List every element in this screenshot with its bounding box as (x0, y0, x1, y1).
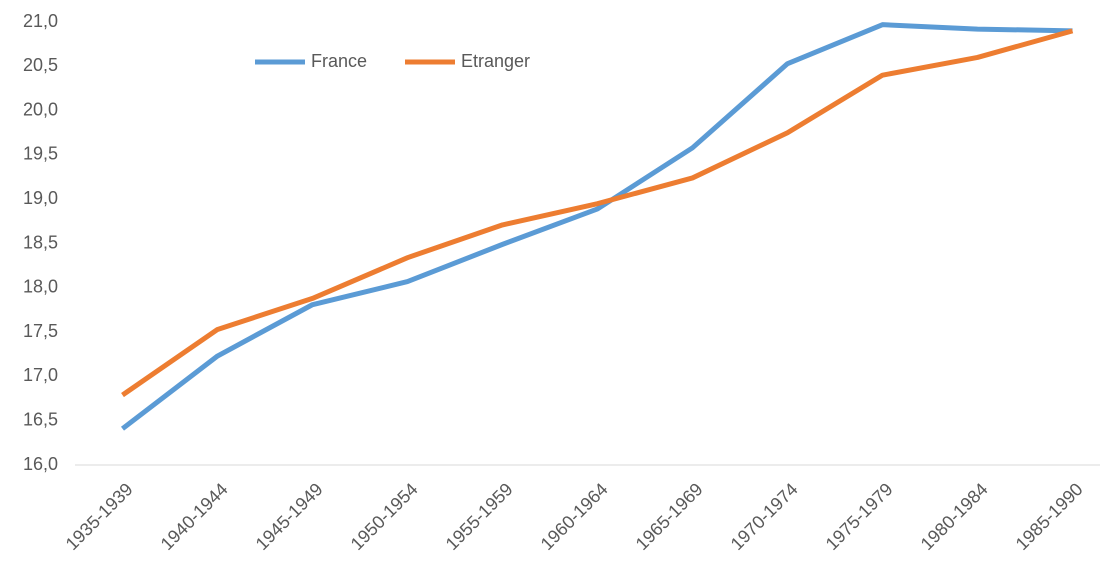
y-tick-label: 19,0 (23, 188, 58, 208)
y-tick-label: 19,5 (23, 144, 58, 164)
x-tick-label: 1970-1974 (727, 479, 802, 554)
x-tick-label: 1965-1969 (632, 479, 707, 554)
y-tick-label: 16,0 (23, 454, 58, 474)
y-tick-label: 21,0 (23, 11, 58, 31)
x-tick-label: 1975-1979 (822, 479, 897, 554)
line-series (120, 22, 1073, 431)
legend-label: Etranger (461, 51, 530, 71)
y-tick-label: 17,5 (23, 321, 58, 341)
y-tick-label: 20,0 (23, 99, 58, 119)
y-tick-label: 20,5 (23, 55, 58, 75)
y-tick-label: 16,5 (23, 409, 58, 429)
x-tick-label: 1940-1944 (157, 479, 232, 554)
y-tick-label: 18,5 (23, 232, 58, 252)
x-tick-label: 1945-1949 (252, 479, 327, 554)
x-tick-label: 1950-1954 (347, 479, 422, 554)
y-tick-label: 17,0 (23, 365, 58, 385)
line-series (121, 28, 1074, 398)
legend-label: France (311, 51, 367, 71)
x-tick-label: 1960-1964 (537, 479, 612, 554)
x-tick-label: 1985-1990 (1012, 479, 1087, 554)
x-tick-label: 1955-1959 (442, 479, 517, 554)
x-tick-label: 1935-1939 (62, 479, 137, 554)
x-tick-label: 1980-1984 (917, 479, 992, 554)
y-tick-label: 18,0 (23, 277, 58, 297)
